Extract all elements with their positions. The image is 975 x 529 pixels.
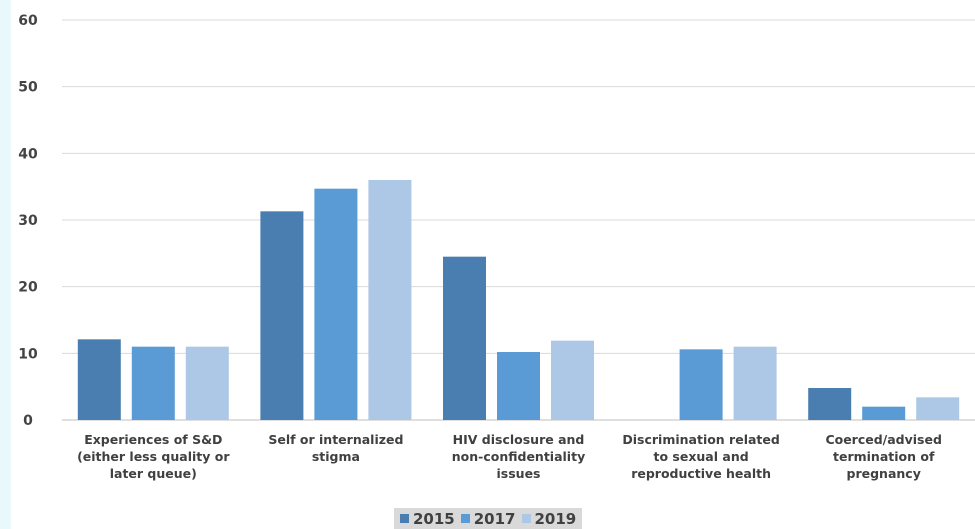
bar-2019-0 (185, 346, 229, 420)
y-tick-label: 10 (18, 346, 38, 362)
legend: 2015 2017 2019 (394, 508, 583, 529)
x-axis-category-labels: Experiences of S&D (either less quality o… (77, 432, 942, 481)
x-category-label: Self or internalized (268, 432, 403, 447)
x-category-label: Coerced/advised (825, 432, 942, 447)
legend-swatch (521, 514, 531, 523)
y-tick-label: 60 (18, 13, 38, 29)
x-category-label: stigma (312, 449, 360, 464)
bar-2017-3 (679, 349, 723, 420)
x-category-label: reproductive health (631, 466, 771, 481)
legend-item: 2019 (521, 509, 577, 528)
y-tick-label: 30 (18, 213, 38, 229)
bar-2015-2 (443, 256, 486, 420)
bar-2019-1 (368, 180, 412, 420)
legend-label: 2019 (534, 509, 577, 528)
bar-2019-2 (551, 340, 594, 420)
x-category-label: Discrimination related (622, 432, 779, 447)
x-category-label: later queue) (110, 466, 197, 481)
bar-2019-4 (916, 397, 960, 420)
x-category-label: pregnancy (847, 466, 921, 481)
legend-item: 2015 (400, 510, 455, 528)
bar-2017-2 (497, 352, 540, 420)
x-category-label: HIV disclosure and (453, 432, 585, 447)
bar-2017-0 (131, 346, 175, 420)
x-category-label: to sexual and (654, 449, 749, 464)
bars (77, 180, 960, 420)
legend-label: 2017 (473, 509, 516, 528)
bar-2019-3 (733, 346, 777, 420)
bar-2015-0 (77, 339, 121, 420)
legend-swatch (460, 514, 470, 523)
y-tick-label: 0 (23, 413, 33, 429)
legend-swatch (400, 514, 409, 523)
bar-2015-1 (260, 211, 304, 420)
x-category-label: non-confidentiality (452, 449, 585, 464)
bar-chart: 0 10 20 30 40 50 60 Experiences of S&D (either … (18, 13, 975, 481)
x-category-label: termination of (833, 449, 935, 464)
legend-item: 2017 (460, 509, 516, 528)
legend-label: 2015 (413, 509, 455, 528)
x-category-label: Experiences of S&D (84, 432, 222, 447)
y-tick-label: 40 (18, 146, 38, 162)
x-category-label: (either less quality or (77, 449, 230, 464)
y-tick-label: 20 (18, 280, 38, 296)
x-category-label: issues (497, 466, 541, 481)
y-tick-label: 50 (18, 80, 38, 96)
left-edge-strip (0, 0, 11, 529)
bar-2017-4 (862, 406, 906, 420)
y-axis-tick-labels: 0 10 20 30 40 50 60 (18, 13, 38, 429)
bar-2017-1 (314, 188, 358, 420)
bar-2015-4 (808, 388, 852, 420)
